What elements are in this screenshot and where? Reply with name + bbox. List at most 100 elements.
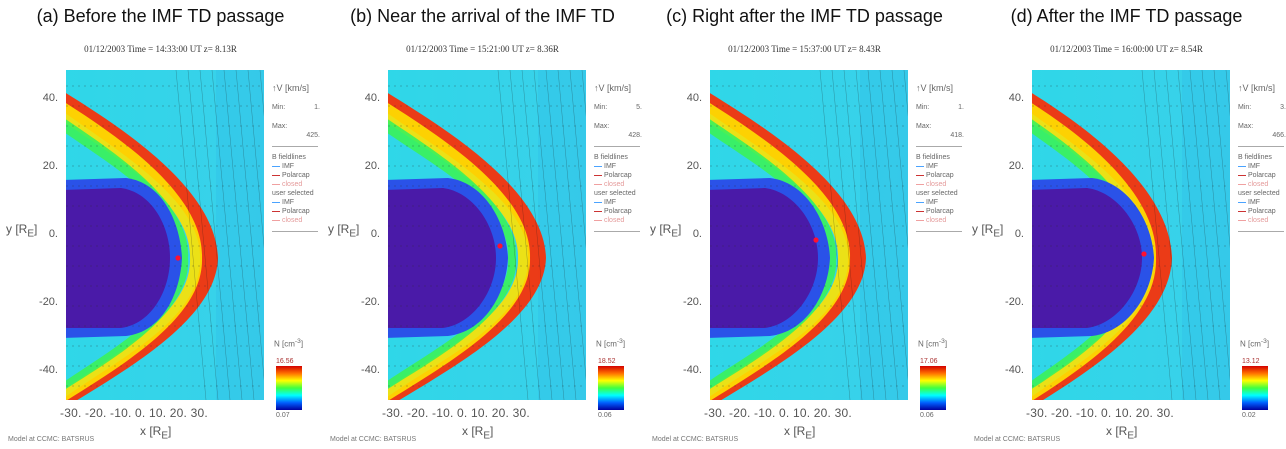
legend: ↑V [km/s] Min: 3. Max: 466. B fieldlines… [1238,84,1286,238]
field-line [855,70,887,400]
sheath-green [388,119,517,389]
closed-swatch [594,183,602,185]
y-tick: 0. [370,228,380,240]
v-max-row: Max: [1238,123,1254,130]
legend-closed-2: closed [272,216,320,225]
velocity-label: ↑V [km/s] [1238,83,1276,93]
y-tick: 20. [42,160,58,172]
arrow-up-icon: ↑ [916,83,921,93]
legend: ↑V [km/s] Min: 1. Max: 425. B fieldlines… [272,84,320,238]
legend-polarcap: Polarcap [1238,171,1286,180]
upstream-band [216,70,264,400]
legend-user-selected: user selected [916,190,958,197]
y-tick: -40. [361,364,380,376]
y-tick: 0. [692,228,702,240]
colorbar-max: 16.56 [276,358,294,365]
polarcap-swatch [916,210,924,212]
legend-polarcap: Polarcap [916,171,964,180]
field-line [1177,70,1209,400]
model-credit: Model at CCMC: BATSRUS [652,436,739,443]
legend-fieldlines: B fieldlines [916,154,950,161]
colorbar [920,366,946,410]
legend-divider [916,146,962,147]
field-line [1189,70,1221,400]
legend-divider [1238,231,1284,232]
legend-polarcap-2: Polarcap [916,207,964,216]
sheath-green [66,119,189,389]
polarcap-swatch [1238,210,1246,212]
field-line [831,70,863,400]
x-tick-labels: -30. -20. -10. 0. 10. 20. 30. [60,406,208,420]
sheath-yellow [710,103,851,400]
y-tick: 40. [686,92,702,104]
closed-swatch [1238,183,1246,185]
polarcap-swatch [916,174,924,176]
legend-closed-2: closed [594,216,642,225]
closed-swatch [916,219,924,221]
y-tick: 20. [1008,160,1024,172]
field-line [497,70,529,400]
simulation-panel-c: (c) Right after the IMF TD passage 01/12… [644,0,965,449]
field-line [879,70,908,381]
v-max-row: Max: [594,123,610,130]
legend-user-selected: user selected [272,190,314,197]
y-tick: -40. [1005,364,1024,376]
y-tick: 20. [364,160,380,172]
x-tick-labels: -30. -20. -10. 0. 10. 20. 30. [704,406,852,420]
legend-imf: IMF [272,162,320,171]
field-line [1213,70,1230,249]
v-max-value: 418. [950,132,964,139]
satellite-marker [813,237,819,243]
satellite-marker [497,243,503,249]
magnetosphere-core [66,188,170,328]
legend-imf-2: IMF [916,198,964,207]
legend: ↑V [km/s] Min: 1. Max: 418. B fieldlines… [916,84,964,238]
sheath-green [710,119,837,389]
field-lines [1141,70,1230,400]
closed-swatch [916,183,924,185]
density-plot [66,70,264,400]
legend-fieldlines: B fieldlines [594,154,628,161]
density-label: N [cm-3] [1240,338,1270,349]
density-plot [710,70,908,400]
field-line [891,70,908,249]
y-tick: 20. [686,160,702,172]
x-tick-labels: -30. -20. -10. 0. 10. 20. 30. [1026,406,1174,420]
imf-swatch [1238,201,1246,203]
sheath-yellow [1032,103,1157,400]
polarcap-swatch [594,174,602,176]
velocity-label: ↑V [km/s] [594,83,632,93]
x-axis-label: x [RE] [462,424,494,442]
v-min-row: Min: 1. [916,104,964,111]
panel-title: (c) Right after the IMF TD passage [666,6,943,26]
upstream-band [1182,70,1230,400]
field-line [545,70,577,400]
panel-title: (a) Before the IMF TD passage [36,6,285,26]
x-tick-labels: -30. -20. -10. 0. 10. 20. 30. [382,406,530,420]
v-max-row: Max: [916,123,932,130]
bow-shock-sheath [66,93,218,400]
field-line [1141,70,1173,400]
imf-swatch [594,165,602,167]
legend-divider [916,231,962,232]
polarcap-swatch [1238,174,1246,176]
simulation-panel-b: (b) Near the arrival of the IMF TD 01/12… [322,0,643,449]
y-tick: 0. [1014,228,1024,240]
bow-shock-sheath [710,93,866,400]
legend-imf: IMF [1238,162,1286,171]
field-line [1201,70,1230,381]
simulation-panel-d: (d) After the IMF TD passage 01/12/2003 … [966,0,1286,449]
legend-polarcap-2: Polarcap [594,207,642,216]
field-line [533,70,565,400]
legend-polarcap-2: Polarcap [272,207,320,216]
simulation-panel-a: (a) Before the IMF TD passage 01/12/2003… [0,0,321,449]
model-credit: Model at CCMC: BATSRUS [974,436,1061,443]
legend-user-selected: user selected [594,190,636,197]
field-line [1153,70,1185,400]
v-max-value: 428. [628,132,642,139]
panel-title: (b) Near the arrival of the IMF TD [350,6,615,26]
field-line [569,70,586,249]
panel-title: (d) After the IMF TD passage [1010,6,1243,26]
imf-swatch [272,201,280,203]
imf-swatch [1238,165,1246,167]
